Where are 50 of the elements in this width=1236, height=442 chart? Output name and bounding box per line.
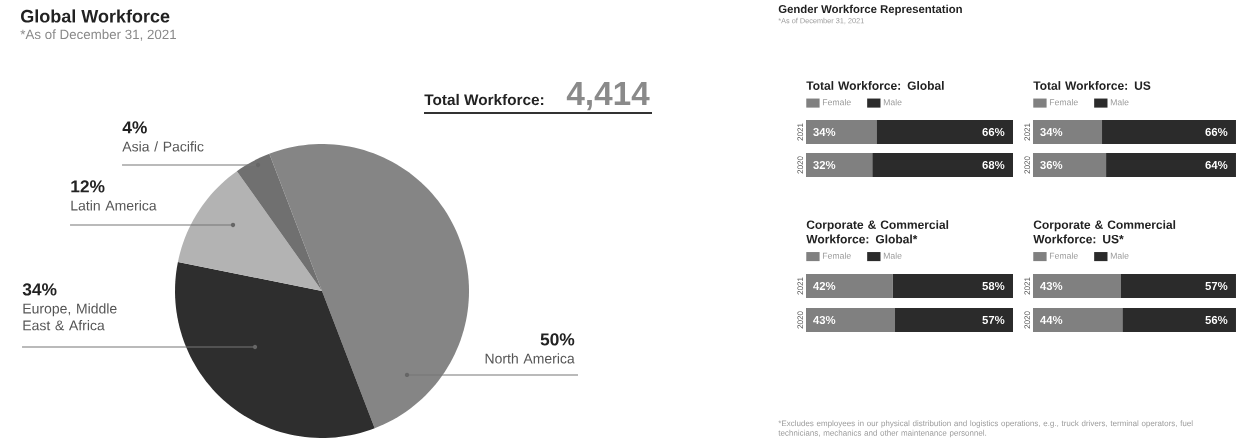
- y-tick-label: 2021: [797, 277, 804, 295]
- chart-title: Corporate & Commercial Workforce: Global*: [806, 220, 949, 244]
- data-label: 68%: [982, 160, 1005, 169]
- text: Gender Workforce Representation: [778, 4, 962, 16]
- legend-label: Female: [822, 98, 851, 106]
- slice-label: North America: [485, 353, 575, 364]
- legend-label: Female: [822, 252, 851, 259]
- y-tick-label: 2021: [1024, 123, 1031, 141]
- legend-label: Female: [1049, 252, 1078, 259]
- data-label: 66%: [982, 127, 1005, 136]
- chart-title: Total Workforce: US: [1033, 81, 1151, 90]
- data-label: 50%: [540, 333, 575, 346]
- y-tick-label: 2020: [797, 156, 804, 174]
- data-label: 36%: [1040, 160, 1063, 169]
- y-tick-label: 2021: [797, 123, 804, 141]
- slice-label: Latin America: [71, 200, 157, 211]
- data-label: 44%: [1040, 316, 1063, 324]
- data-label: 12%: [71, 180, 105, 193]
- data-label: 34%: [22, 283, 57, 296]
- data-label: 64%: [1205, 160, 1228, 169]
- legend-label: Female: [1049, 98, 1078, 106]
- slice-label: Asia / Pacific: [122, 141, 204, 152]
- data-label: 42%: [813, 282, 836, 290]
- chart-subtitle: *As of December 31, 2021: [20, 29, 176, 41]
- data-label: 58%: [982, 281, 1005, 290]
- y-tick-label: 2020: [1024, 156, 1031, 174]
- data-label: 43%: [813, 315, 836, 325]
- data-label: 34%: [813, 127, 836, 136]
- data-label: 34%: [1040, 127, 1063, 136]
- data-label: 57%: [1205, 281, 1228, 290]
- text: *Excludes employees in our physical distribution and logistics operations, e.g., truck drivers, terminal operators, fuel technicians, mechanics and other maintenance personnel.: [778, 420, 1193, 438]
- legend-label: Male: [883, 98, 902, 106]
- chart-title: Global Workforce: [21, 9, 170, 23]
- text: Total Workforce:: [424, 93, 544, 106]
- y-tick-label: 2021: [1024, 277, 1031, 295]
- data-label: 4%: [122, 121, 147, 134]
- text: 4,414: [566, 82, 650, 111]
- data-label: 57%: [982, 315, 1005, 324]
- legend-label: Male: [1110, 252, 1129, 259]
- data-label: 66%: [1205, 127, 1228, 136]
- legend-label: Male: [883, 252, 902, 259]
- legend-label: Male: [1110, 98, 1129, 106]
- chart-title: Total Workforce: Global: [806, 81, 944, 90]
- data-label: 32%: [813, 160, 836, 169]
- chart-title: Corporate & Commercial Workforce: US*: [1033, 220, 1176, 244]
- data-label: 56%: [1205, 315, 1228, 324]
- y-tick-label: 2020: [797, 311, 804, 329]
- slice-label: Europe, Middle East & Africa: [23, 303, 117, 331]
- y-tick-label: 2020: [1024, 311, 1031, 329]
- data-label: 43%: [1040, 281, 1063, 291]
